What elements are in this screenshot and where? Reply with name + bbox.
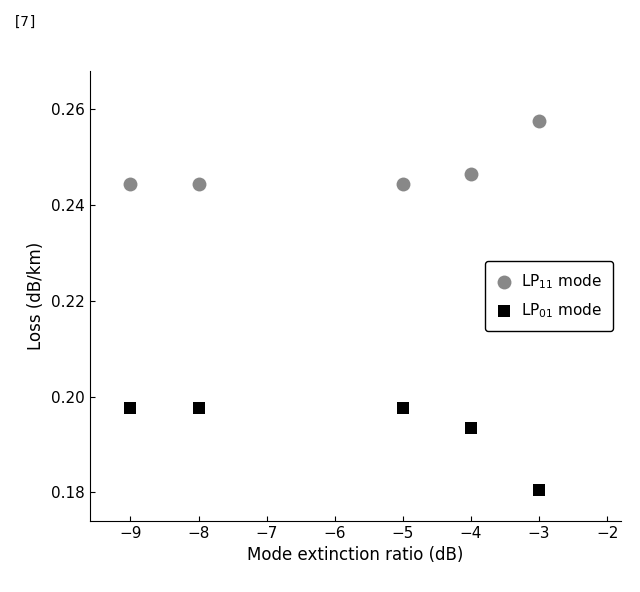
X-axis label: Mode extinction ratio (dB): Mode extinction ratio (dB): [247, 546, 463, 564]
Text: [7]: [7]: [13, 15, 38, 29]
LP$_{11}$ mode: [534, 117, 544, 126]
LP$_{11}$ mode: [125, 179, 136, 188]
LP$_{01}$ mode: [466, 423, 476, 432]
Legend: LP$_{11}$ mode, LP$_{01}$ mode: LP$_{11}$ mode, LP$_{01}$ mode: [484, 261, 613, 331]
LP$_{01}$ mode: [193, 404, 204, 413]
LP$_{11}$ mode: [397, 179, 408, 188]
LP$_{01}$ mode: [125, 404, 136, 413]
LP$_{01}$ mode: [397, 404, 408, 413]
LP$_{11}$ mode: [193, 179, 204, 188]
LP$_{11}$ mode: [466, 169, 476, 179]
Y-axis label: Loss (dB/km): Loss (dB/km): [28, 242, 45, 350]
LP$_{01}$ mode: [534, 485, 544, 494]
